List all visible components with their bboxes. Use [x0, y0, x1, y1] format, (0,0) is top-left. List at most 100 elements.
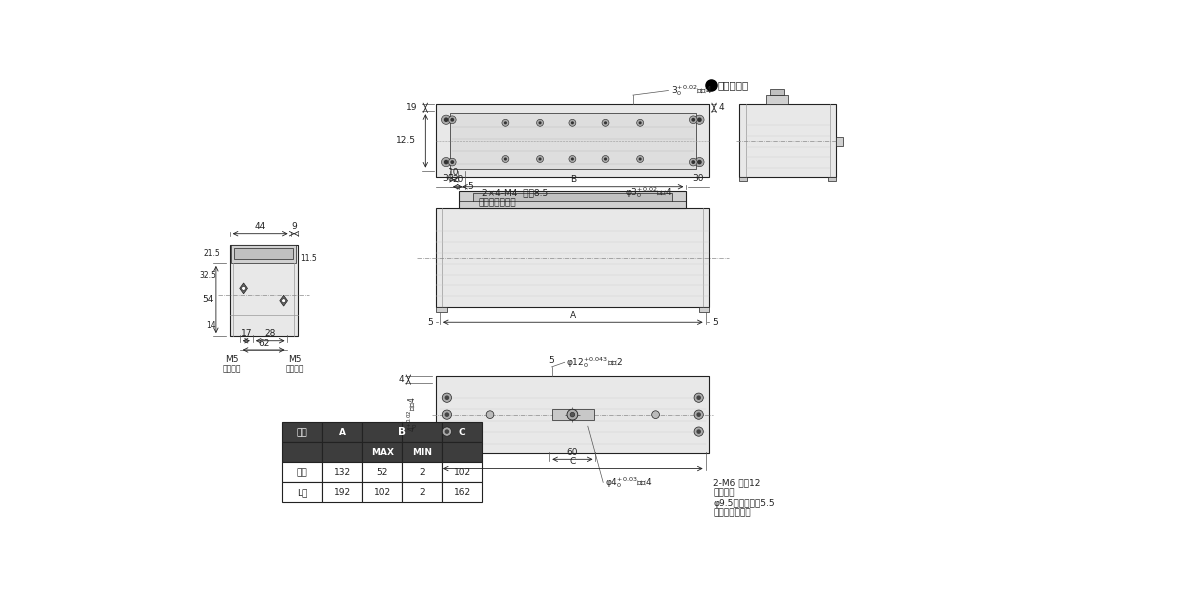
Circle shape	[696, 412, 701, 417]
Text: 32.5: 32.5	[199, 271, 216, 280]
Text: 60: 60	[567, 448, 579, 457]
Bar	[322, 482, 362, 502]
Circle shape	[444, 412, 449, 417]
Text: C: C	[459, 448, 466, 457]
Circle shape	[450, 118, 454, 122]
Text: 2×4-M4  深さ8.5: 2×4-M4 深さ8.5	[483, 188, 549, 197]
Text: B: B	[398, 427, 406, 437]
Circle shape	[694, 410, 703, 419]
Bar	[442, 422, 483, 442]
Text: スイッチ付: スイッチ付	[718, 80, 749, 90]
Circle shape	[689, 116, 697, 124]
Text: 192: 192	[333, 488, 351, 497]
Bar	[436, 170, 709, 178]
Bar	[436, 208, 709, 307]
Circle shape	[696, 429, 701, 434]
Bar	[436, 104, 709, 178]
Bar	[362, 422, 442, 442]
Bar	[828, 178, 836, 181]
Circle shape	[443, 118, 448, 122]
Circle shape	[639, 157, 642, 161]
Circle shape	[697, 160, 702, 164]
Text: 21.5: 21.5	[204, 249, 220, 258]
Bar	[235, 248, 292, 259]
Circle shape	[504, 157, 507, 161]
Text: MIN: MIN	[412, 448, 432, 457]
Circle shape	[502, 119, 509, 126]
Circle shape	[691, 118, 695, 122]
Circle shape	[450, 160, 454, 164]
Circle shape	[639, 121, 642, 124]
Circle shape	[448, 116, 456, 124]
Text: 3$^{+0.02}_{0}$深さ4: 3$^{+0.02}_{0}$深さ4	[671, 83, 713, 98]
Bar	[436, 376, 709, 453]
Bar	[442, 442, 483, 463]
Text: φ12$^{+0.043}_{0}$深さ2: φ12$^{+0.043}_{0}$深さ2	[567, 355, 623, 370]
Bar	[442, 463, 483, 482]
Text: 閉ポート: 閉ポート	[223, 364, 241, 373]
Circle shape	[502, 155, 509, 163]
Text: M5: M5	[289, 355, 302, 364]
Text: 5: 5	[426, 318, 432, 327]
Text: φ3$^{+0.02}_{0}$深さ4: φ3$^{+0.02}_{0}$深さ4	[624, 185, 672, 200]
Text: L１: L１	[297, 488, 308, 497]
Text: 11.5: 11.5	[301, 254, 317, 263]
Text: 5: 5	[549, 356, 555, 365]
Text: C: C	[570, 457, 576, 466]
Bar	[403, 463, 442, 482]
Bar	[322, 422, 362, 442]
Text: 132: 132	[333, 468, 351, 477]
Circle shape	[442, 115, 450, 124]
Bar	[442, 482, 483, 502]
Text: 標準: 標準	[297, 468, 308, 477]
Bar	[770, 89, 785, 95]
Circle shape	[604, 121, 607, 124]
Circle shape	[537, 155, 544, 163]
Bar	[450, 113, 696, 169]
Bar	[698, 307, 709, 312]
Bar	[282, 422, 322, 442]
Circle shape	[486, 411, 494, 419]
Text: 10: 10	[448, 169, 460, 178]
Text: 5: 5	[467, 182, 473, 191]
Text: φ9.5座ぐり深さ5.5: φ9.5座ぐり深さ5.5	[713, 499, 775, 508]
Circle shape	[567, 409, 577, 420]
Text: 102: 102	[374, 488, 391, 497]
Text: 30: 30	[442, 174, 453, 183]
Circle shape	[697, 118, 702, 122]
Bar	[230, 245, 297, 336]
Circle shape	[695, 157, 704, 167]
Bar	[403, 482, 442, 502]
Circle shape	[442, 410, 452, 419]
Bar	[767, 95, 788, 104]
Circle shape	[689, 158, 697, 166]
Text: 54: 54	[202, 295, 213, 304]
Circle shape	[443, 160, 448, 164]
Bar	[739, 178, 748, 181]
Text: 102: 102	[454, 468, 471, 477]
Bar	[282, 442, 322, 463]
Text: 2-M6 深さ12: 2-M6 深さ12	[713, 478, 761, 487]
Circle shape	[652, 411, 659, 419]
Circle shape	[636, 119, 643, 126]
Circle shape	[282, 299, 285, 302]
Bar	[322, 442, 362, 463]
Text: 開ポート: 開ポート	[286, 364, 304, 373]
Bar	[436, 446, 709, 453]
Bar	[231, 245, 296, 263]
Text: 裏面ヨリ: 裏面ヨリ	[713, 488, 734, 497]
Text: （取付用ねじ）: （取付用ねじ）	[478, 199, 516, 208]
Text: 52: 52	[376, 468, 388, 477]
Bar	[459, 191, 686, 208]
Bar	[282, 463, 322, 482]
Circle shape	[570, 412, 575, 417]
Circle shape	[695, 115, 704, 124]
Text: 14: 14	[206, 321, 216, 330]
Text: B: B	[570, 175, 576, 184]
Bar	[836, 137, 843, 146]
Bar	[282, 482, 322, 502]
Text: 記号: 記号	[297, 448, 308, 457]
Circle shape	[636, 155, 643, 163]
Text: 19: 19	[406, 103, 418, 112]
Text: 62: 62	[258, 340, 270, 349]
